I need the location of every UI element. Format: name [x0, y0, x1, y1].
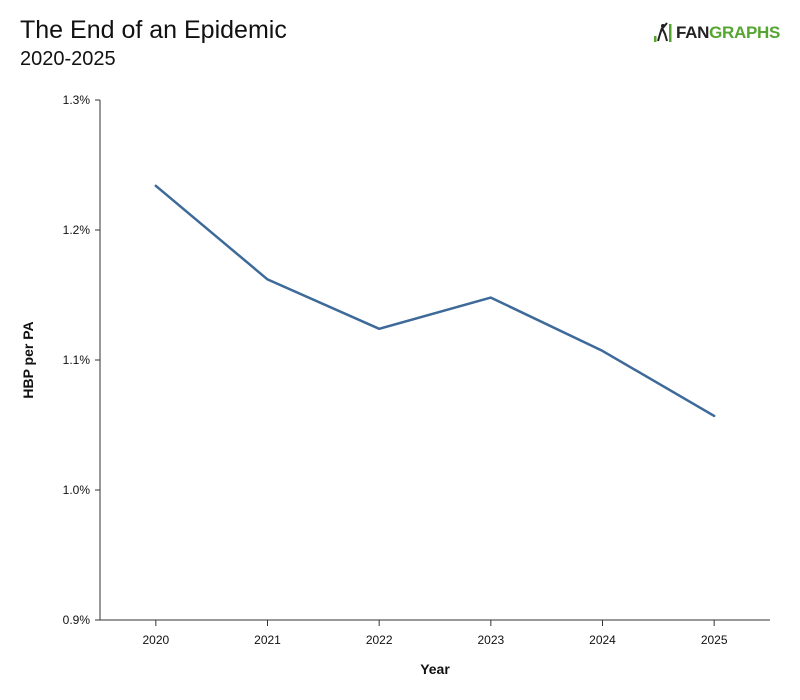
- y-tick-label: 1.3%: [63, 93, 91, 107]
- batter-silhouette-icon: [653, 22, 672, 42]
- x-tick-label: 2020: [142, 633, 169, 647]
- y-tick-label: 0.9%: [63, 613, 91, 627]
- series-line: [154, 184, 716, 418]
- y-tick-label: 1.0%: [63, 483, 91, 497]
- x-tick-label: 2021: [254, 633, 281, 647]
- logo-fan-text: FAN: [675, 23, 710, 42]
- fangraphs-logo: FANGRAPHS: [653, 22, 780, 44]
- x-tick-label: 2025: [701, 633, 728, 647]
- x-tick-label: 2023: [477, 633, 504, 647]
- y-axis-title: HBP per PA: [20, 321, 36, 398]
- chart-subtitle: 2020-2025: [20, 48, 116, 70]
- y-tick-label: 1.1%: [63, 353, 91, 367]
- chart-title: The End of an Epidemic: [20, 16, 287, 44]
- y-tick-label: 1.2%: [63, 223, 91, 237]
- logo-graphs-text: GRAPHS: [709, 23, 780, 42]
- x-axis-title: Year: [420, 661, 450, 677]
- x-tick-label: 2022: [366, 633, 393, 647]
- x-tick-label: 2024: [589, 633, 616, 647]
